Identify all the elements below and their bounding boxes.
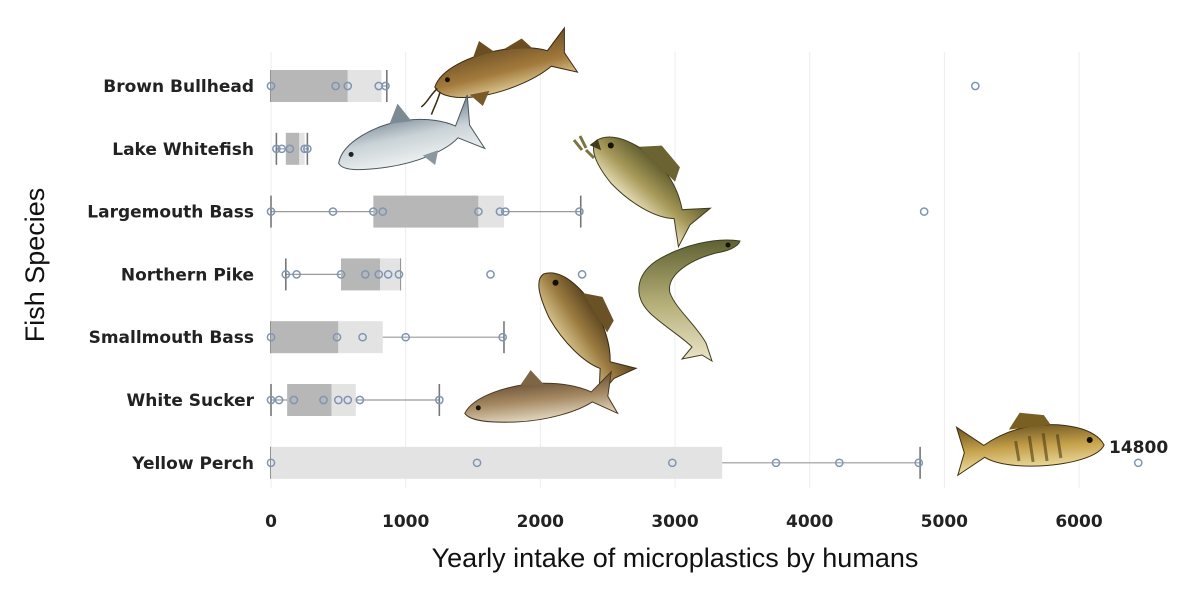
x-tick-label-2000: 2000: [517, 512, 564, 532]
data-point-northern-pike-6: [394, 270, 404, 279]
fish-illustrations: [338, 26, 1105, 477]
largemouth-bass-fish-illustration: [589, 136, 712, 249]
data-point-white-sucker-5: [343, 395, 353, 405]
annotation-label: 14800: [1109, 438, 1168, 458]
data-point-lake-whitefish-4: [303, 144, 312, 154]
category-label-smallmouth-bass: Smallmouth Bass: [89, 328, 254, 348]
data-point-brown-bullhead-1: [331, 81, 340, 91]
box-upper-smallmouth-bass: [338, 321, 383, 354]
category-label-lake-whitefish: Lake Whitefish: [112, 140, 254, 160]
data-point-yellow-perch-1: [472, 458, 482, 468]
box-lower-white-sucker: [287, 384, 332, 416]
data-point-northern-pike-4: [374, 270, 384, 279]
frog-bait-illustration: [572, 135, 596, 160]
y-axis-title: Fish Species: [20, 188, 50, 343]
box-lower-northern-pike: [341, 258, 381, 291]
category-label-white-sucker: White Sucker: [127, 391, 255, 411]
category-label-largemouth-bass: Largemouth Bass: [87, 203, 254, 223]
x-tick-label-6000: 6000: [1055, 512, 1102, 532]
box-upper-brown-bullhead: [347, 70, 382, 102]
data-point-northern-pike-2: [336, 270, 346, 279]
box-layer: [266, 70, 1143, 479]
category-label-yellow-perch: Yellow Perch: [131, 454, 254, 474]
category-label-brown-bullhead: Brown Bullhead: [103, 77, 254, 97]
data-point-white-sucker-6: [355, 395, 365, 405]
data-point-smallmouth-bass-3: [401, 332, 411, 342]
data-point-smallmouth-bass-0: [266, 332, 276, 342]
smallmouth-bass-fish-illustration: [538, 272, 638, 398]
box-upper-northern-pike: [380, 258, 401, 291]
x-tick-label-5000: 5000: [921, 512, 968, 532]
data-point-brown-bullhead-4: [381, 81, 390, 91]
data-point-largemouth-bass-5: [495, 207, 505, 216]
box-lower-largemouth-bass: [373, 195, 479, 228]
box-lower-lake-whitefish: [285, 132, 300, 165]
data-point-lake-whitefish-1: [277, 144, 287, 154]
outlier-point-northern-pike-1: [577, 270, 587, 279]
outlier-point-largemouth-bass-0: [919, 207, 929, 216]
data-point-white-sucker-3: [319, 395, 328, 405]
category-label-northern-pike: Northern Pike: [121, 265, 254, 285]
x-tick-label-1000: 1000: [382, 512, 429, 532]
box-lower-yellow-perch: [271, 446, 723, 479]
x-tick-label-0: 0: [265, 512, 277, 532]
box-upper-lake-whitefish: [299, 132, 305, 165]
data-point-largemouth-bass-1: [328, 207, 338, 216]
data-point-northern-pike-5: [383, 270, 393, 279]
data-point-yellow-perch-2: [667, 458, 677, 468]
lake-whitefish-fish-illustration: [338, 94, 487, 171]
data-point-white-sucker-4: [333, 395, 343, 405]
white-sucker-fish-illustration: [464, 370, 619, 423]
data-point-lake-whitefish-2: [285, 144, 295, 154]
data-point-yellow-perch-3: [771, 458, 781, 468]
x-axis-title: Yearly intake of microplastics by humans: [432, 543, 919, 573]
data-point-northern-pike-3: [360, 270, 370, 279]
data-point-smallmouth-bass-1: [332, 332, 342, 342]
data-point-brown-bullhead-2: [343, 81, 353, 91]
data-point-largemouth-bass-4: [474, 207, 483, 216]
data-point-largemouth-bass-2: [368, 207, 378, 216]
data-point-yellow-perch-0: [266, 458, 276, 468]
outlier-point-brown-bullhead-0: [970, 81, 980, 91]
data-point-largemouth-bass-0: [266, 207, 276, 216]
data-point-largemouth-bass-3: [378, 207, 388, 216]
data-point-brown-bullhead-0: [266, 81, 276, 91]
x-tick-label-4000: 4000: [786, 512, 833, 532]
northern-pike-fish-illustration: [638, 239, 741, 363]
data-point-lake-whitefish-3: [300, 144, 310, 154]
data-point-yellow-perch-5: [914, 458, 924, 468]
data-point-largemouth-bass-6: [500, 207, 510, 216]
data-point-white-sucker-0: [266, 395, 276, 405]
data-point-smallmouth-bass-2: [358, 332, 367, 342]
data-point-northern-pike-1: [292, 270, 301, 279]
box-lower-smallmouth-bass: [271, 321, 339, 354]
data-point-largemouth-bass-7: [575, 207, 584, 216]
yellow-perch-fish-illustration: [955, 412, 1105, 477]
x-tick-label-3000: 3000: [651, 512, 698, 532]
data-point-northern-pike-0: [281, 270, 291, 279]
label-layer: 0 1000 2000 3000 4000 5000 6000 Brown Bullhead L…: [20, 77, 1168, 573]
data-point-white-sucker-1: [274, 395, 284, 405]
outlier-point-yellow-perch-0: [1133, 458, 1143, 468]
data-point-white-sucker-2: [289, 395, 299, 405]
box-lower-brown-bullhead: [271, 70, 348, 102]
data-point-smallmouth-bass-4: [498, 332, 507, 342]
outlier-point-northern-pike-0: [486, 270, 495, 279]
data-point-yellow-perch-4: [834, 458, 844, 468]
data-point-white-sucker-7: [434, 395, 444, 405]
data-point-lake-whitefish-0: [272, 144, 281, 154]
brown-bullhead-fish-illustration: [420, 26, 579, 115]
